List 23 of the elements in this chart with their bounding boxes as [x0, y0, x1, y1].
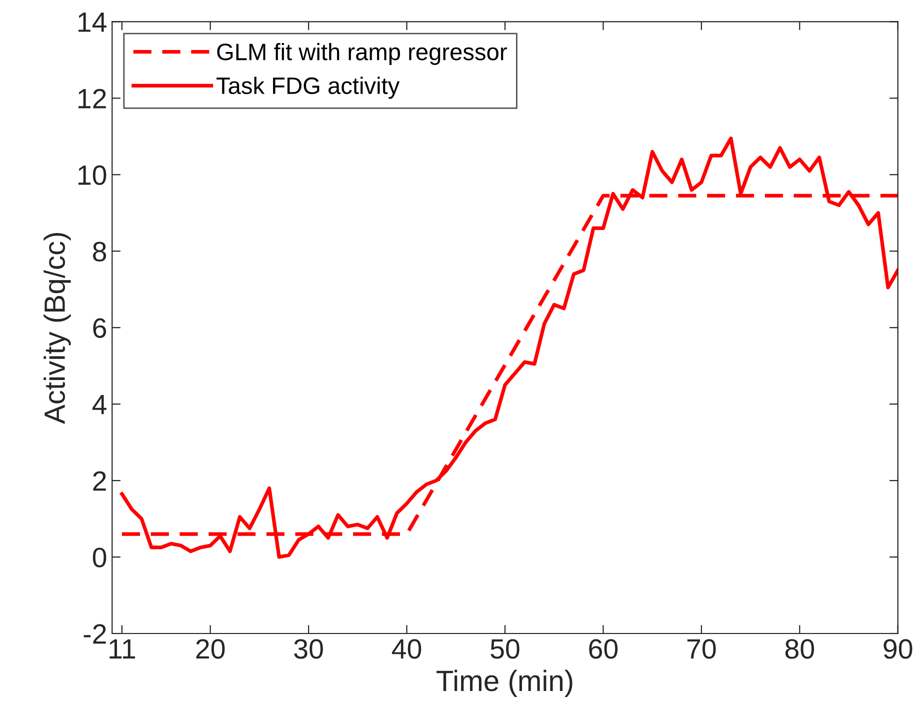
- y-tick-label: 8: [93, 242, 106, 262]
- x-axis-title: Time (min): [436, 670, 572, 697]
- x-tick-label: 70: [687, 639, 716, 659]
- y-tick-label: 12: [78, 88, 106, 108]
- x-tick-label: 20: [196, 639, 225, 659]
- y-tick-label: -2: [84, 624, 106, 644]
- x-tick-label: 60: [589, 639, 618, 659]
- y-tick-label: 2: [93, 471, 106, 491]
- line-series: [120, 136, 898, 559]
- y-tick-label: 10: [78, 165, 106, 186]
- x-tick-label: 30: [294, 639, 323, 659]
- x-tick-label: 50: [490, 639, 520, 659]
- x-tick-label: 90: [884, 639, 912, 659]
- legend-label: Task FDG activity: [216, 76, 400, 99]
- y-tick-label: 14: [78, 12, 106, 32]
- y-tick-label: 0: [92, 548, 106, 568]
- y-tick-label: 4: [92, 395, 106, 414]
- x-tick-label: 80: [785, 639, 814, 659]
- legend-label: GLM fit with ramp regressor: [217, 42, 507, 65]
- y-tick-label: 6: [93, 318, 106, 338]
- x-tick-label: 40: [392, 639, 422, 659]
- x-tick-label: 11: [110, 639, 136, 658]
- y-axis-title: Activity (Bq/cc): [44, 232, 71, 424]
